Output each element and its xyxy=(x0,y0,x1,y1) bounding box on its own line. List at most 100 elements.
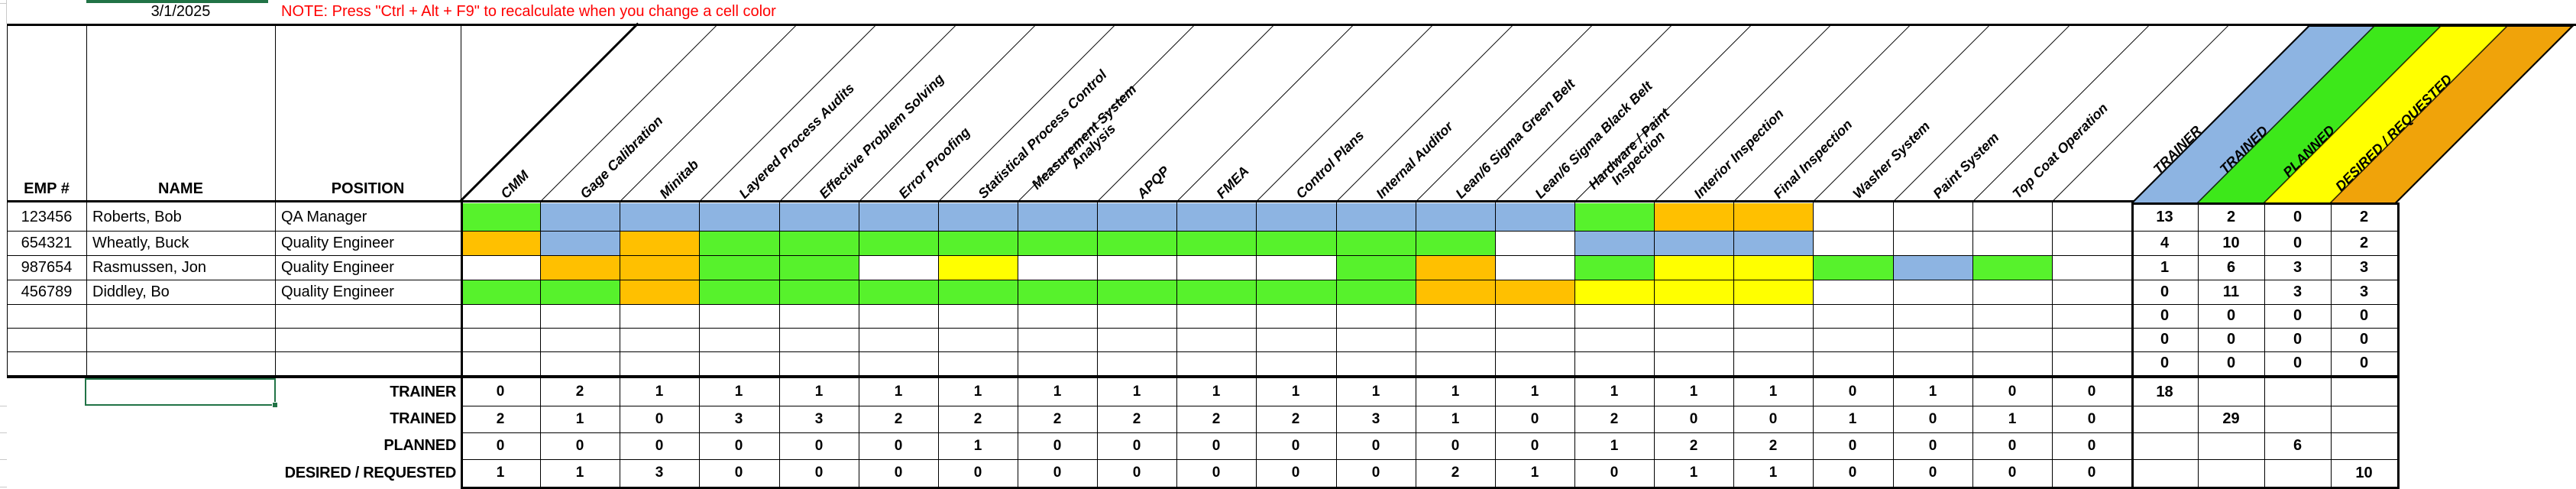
skill-total-cell[interactable]: 1 xyxy=(1848,410,1857,427)
grand-total-cell[interactable]: 10 xyxy=(2355,464,2373,481)
matrix-cell[interactable] xyxy=(779,203,859,231)
employee-trainer-count[interactable]: 1 xyxy=(2160,258,2170,276)
matrix-cell[interactable] xyxy=(1495,280,1575,304)
matrix-cell[interactable] xyxy=(1495,231,1575,255)
employee-name-cell[interactable] xyxy=(86,351,275,375)
matrix-cell[interactable] xyxy=(1574,255,1655,280)
skill-total-cell[interactable]: 2 xyxy=(1610,410,1619,427)
matrix-cell[interactable] xyxy=(461,280,541,304)
skill-total-cell[interactable]: 0 xyxy=(1530,410,1539,427)
grand-total-cell[interactable] xyxy=(2198,378,2264,406)
skill-total-cell[interactable]: 0 xyxy=(1928,410,1937,427)
skill-column-header[interactable]: Error Proofing xyxy=(895,124,973,202)
employee-trainer-count[interactable]: 0 xyxy=(2160,331,2170,348)
emp-number-cell[interactable] xyxy=(7,328,86,351)
matrix-cell[interactable] xyxy=(1813,255,1893,280)
matrix-cell[interactable] xyxy=(1893,351,1973,375)
matrix-cell[interactable] xyxy=(1097,328,1177,351)
matrix-cell[interactable] xyxy=(1018,351,1098,375)
skill-total-cell[interactable]: 1 xyxy=(1928,384,1937,400)
matrix-cell[interactable] xyxy=(779,351,859,375)
matrix-cell[interactable] xyxy=(699,304,779,328)
skill-total-cell[interactable]: 2 xyxy=(1053,410,1062,427)
matrix-cell[interactable] xyxy=(1018,255,1098,280)
matrix-cell[interactable] xyxy=(1336,255,1416,280)
employee-planned-count[interactable]: 0 xyxy=(2293,208,2303,225)
skill-total-cell[interactable]: 0 xyxy=(655,437,664,454)
matrix-cell[interactable] xyxy=(699,351,779,375)
matrix-cell[interactable] xyxy=(1416,328,1496,351)
matrix-cell[interactable] xyxy=(1574,280,1655,304)
skill-total-cell[interactable]: 0 xyxy=(1053,465,1062,481)
employee-trained-count[interactable]: 11 xyxy=(2222,283,2240,300)
employee-planned-count[interactable]: 3 xyxy=(2293,258,2303,276)
matrix-cell[interactable] xyxy=(540,304,620,328)
matrix-cell[interactable] xyxy=(938,203,1018,231)
employee-name-cell[interactable]: Diddley, Bo xyxy=(92,283,170,300)
matrix-cell[interactable] xyxy=(1813,351,1893,375)
employee-name-cell[interactable]: Wheatly, Buck xyxy=(92,234,189,251)
employee-planned-count[interactable]: 0 xyxy=(2293,307,2303,324)
employee-trainer-count[interactable]: 4 xyxy=(2160,234,2170,251)
employee-desired-count[interactable]: 2 xyxy=(2359,208,2369,225)
matrix-cell[interactable] xyxy=(1972,231,2053,255)
matrix-cell[interactable] xyxy=(1256,255,1336,280)
matrix-cell[interactable] xyxy=(859,328,939,351)
skill-total-cell[interactable]: 0 xyxy=(2087,384,2096,400)
matrix-cell[interactable] xyxy=(699,255,779,280)
skill-total-cell[interactable]: 0 xyxy=(894,437,903,454)
matrix-cell[interactable] xyxy=(1654,328,1734,351)
matrix-cell[interactable] xyxy=(699,328,779,351)
matrix-cell[interactable] xyxy=(1336,280,1416,304)
matrix-cell[interactable] xyxy=(1654,304,1734,328)
employee-planned-count[interactable]: 0 xyxy=(2293,331,2303,348)
matrix-cell[interactable] xyxy=(1176,231,1257,255)
skill-total-cell[interactable]: 0 xyxy=(1769,410,1778,427)
employee-name-cell[interactable] xyxy=(86,304,275,328)
emp-number-cell[interactable]: 987654 xyxy=(21,258,73,276)
skill-total-cell[interactable]: 0 xyxy=(2087,465,2096,481)
skill-total-cell[interactable]: 1 xyxy=(575,410,584,427)
matrix-cell[interactable] xyxy=(938,255,1018,280)
employee-desired-count[interactable]: 3 xyxy=(2359,258,2369,276)
skill-total-cell[interactable]: 3 xyxy=(1371,410,1380,427)
skill-total-cell[interactable]: 0 xyxy=(2008,465,2017,481)
grand-total-cell[interactable] xyxy=(2198,432,2264,459)
skill-total-cell[interactable]: 0 xyxy=(1291,437,1300,454)
matrix-cell[interactable] xyxy=(1416,231,1496,255)
skill-total-cell[interactable]: 1 xyxy=(496,465,505,481)
matrix-cell[interactable] xyxy=(699,231,779,255)
grand-total-cell[interactable]: 6 xyxy=(2293,437,2303,454)
matrix-cell[interactable] xyxy=(1813,231,1893,255)
matrix-cell[interactable] xyxy=(1654,255,1734,280)
fill-handle[interactable] xyxy=(272,402,278,408)
skill-total-cell[interactable]: 1 xyxy=(1689,465,1698,481)
matrix-cell[interactable] xyxy=(1654,351,1734,375)
matrix-cell[interactable] xyxy=(1574,351,1655,375)
matrix-cell[interactable] xyxy=(1256,280,1336,304)
skill-total-cell[interactable]: 1 xyxy=(1769,384,1778,400)
matrix-cell[interactable] xyxy=(1495,351,1575,375)
skill-total-cell[interactable]: 0 xyxy=(2087,437,2096,454)
employee-planned-count[interactable]: 0 xyxy=(2293,234,2303,251)
skill-total-cell[interactable]: 0 xyxy=(2087,410,2096,427)
emp-number-cell[interactable] xyxy=(7,351,86,375)
matrix-cell[interactable] xyxy=(540,328,620,351)
matrix-cell[interactable] xyxy=(1574,304,1655,328)
employee-name-cell[interactable]: Rasmussen, Jon xyxy=(92,258,206,276)
employee-trained-count[interactable]: 2 xyxy=(2226,208,2236,225)
emp-number-cell[interactable]: 123456 xyxy=(21,208,73,225)
skill-total-cell[interactable]: 0 xyxy=(1530,437,1539,454)
matrix-cell[interactable] xyxy=(938,280,1018,304)
skill-total-cell[interactable]: 0 xyxy=(1689,410,1698,427)
position-cell[interactable] xyxy=(275,351,461,375)
skill-total-cell[interactable]: 1 xyxy=(894,384,903,400)
matrix-cell[interactable] xyxy=(620,231,700,255)
grand-total-cell[interactable]: 18 xyxy=(2156,383,2173,400)
matrix-cell[interactable] xyxy=(1495,304,1575,328)
grand-total-cell[interactable] xyxy=(2198,459,2264,487)
matrix-cell[interactable] xyxy=(1972,304,2053,328)
matrix-cell[interactable] xyxy=(2052,203,2132,231)
skill-total-cell[interactable]: 1 xyxy=(1451,410,1460,427)
employee-planned-count[interactable]: 3 xyxy=(2293,283,2303,300)
